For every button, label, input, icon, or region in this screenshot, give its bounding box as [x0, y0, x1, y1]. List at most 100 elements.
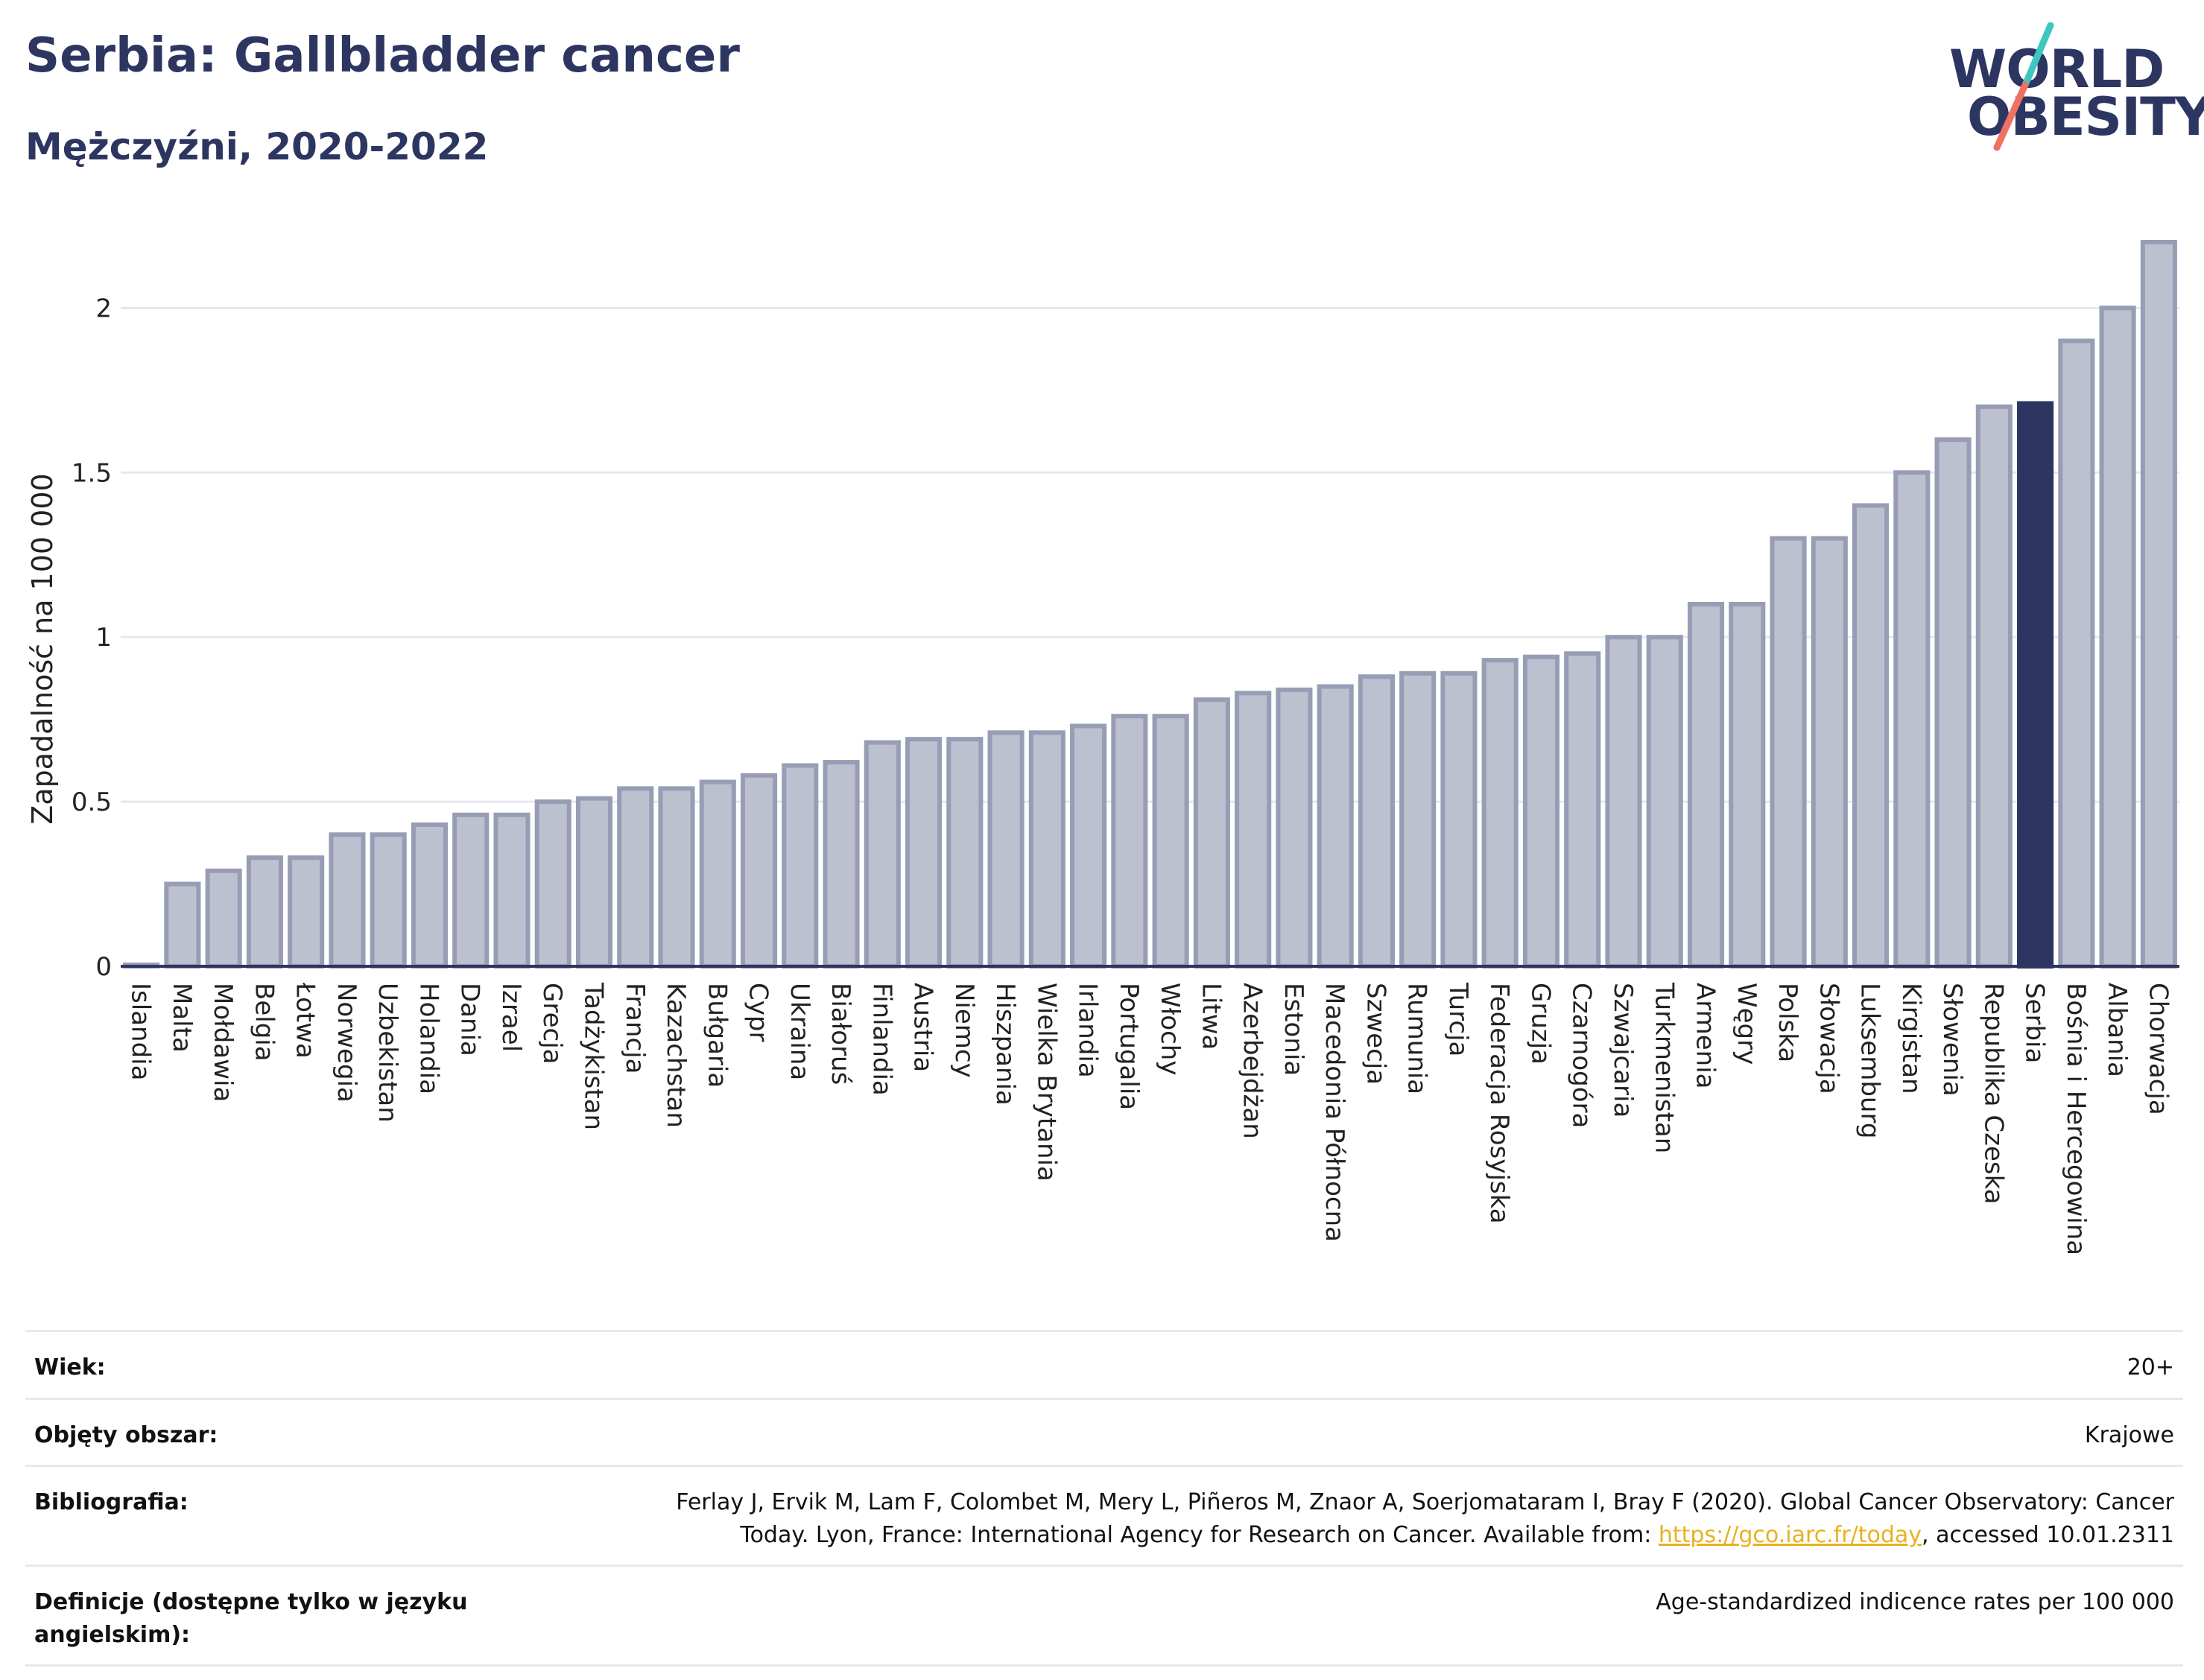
x-tick-label: Azerbejdżan: [1238, 983, 1267, 1139]
chart-subtitle: Mężczyźni, 2020-2022: [25, 125, 489, 168]
x-tick-label: Niemcy: [949, 983, 979, 1078]
x-tick-label: Bośnia i Hercegowina: [2061, 983, 2091, 1255]
definitions-label: Definicje (dostępne tylko w języku angie…: [34, 1589, 468, 1648]
x-tick-label: Gruzja: [1525, 983, 1555, 1065]
bar: [1893, 470, 1931, 969]
bar: [1358, 674, 1395, 969]
x-tick-label: Norwegia: [332, 983, 361, 1103]
bar: [1605, 635, 1642, 969]
bar: [1111, 714, 1148, 969]
bar: [617, 786, 654, 969]
x-tick-label: Luksemburg: [1855, 983, 1885, 1138]
x-tick-label: Albania: [2102, 983, 2132, 1077]
chart-title: Serbia: Gallbladder cancer: [25, 28, 740, 83]
metadata-table: Wiek: 20+ Objęty obszar: Krajowe Bibliog…: [25, 1330, 2183, 1667]
y-tick-label: 1.5: [72, 458, 112, 488]
x-tick-label: Grecja: [537, 983, 567, 1064]
bibliography-line2-post: , accessed 10.01.2311: [1922, 1521, 2174, 1548]
bar: [658, 786, 695, 969]
meta-row-bibliography: Bibliografia: Ferlay J, Ervik M, Lam F, …: [25, 1465, 2183, 1565]
bar: [1276, 687, 1313, 969]
bar: [1193, 697, 1230, 969]
bar: [823, 760, 860, 969]
x-tick-label: Czarnogóra: [1567, 983, 1597, 1128]
age-label: Wiek:: [34, 1354, 106, 1381]
bar: [946, 737, 984, 969]
x-tick-label: Turcja: [1443, 982, 1473, 1056]
bar: [164, 881, 201, 969]
bar: [2058, 338, 2095, 969]
y-tick-label: 2: [95, 294, 112, 323]
x-tick-label: Litwa: [1196, 983, 1226, 1050]
bar: [452, 812, 490, 969]
definitions-value: Age-standardized indicence rates per 100…: [1656, 1589, 2174, 1615]
bar: [534, 799, 571, 969]
x-tick-label: Słowenia: [1937, 983, 1967, 1097]
logo-text-line2: OBESITY: [1967, 86, 2204, 148]
bar: [411, 822, 449, 969]
y-tick-label: 1: [95, 623, 112, 653]
x-tick-label: Serbia: [2020, 983, 2050, 1063]
x-tick-label: Bułgaria: [702, 983, 732, 1088]
bar: [1522, 654, 1560, 969]
x-tick-label: Macedonia Północna: [1320, 983, 1349, 1242]
bar: [1399, 671, 1437, 969]
x-tick-label: Finlandia: [867, 983, 896, 1096]
x-tick-label: Chorwacja: [2143, 983, 2173, 1115]
bar: [699, 779, 736, 969]
bar: [1317, 684, 1354, 969]
x-tick-label: Wielka Brytania: [1031, 983, 1061, 1182]
x-tick-label: Mołdawia: [208, 983, 238, 1102]
bibliography-link[interactable]: https://gco.iarc.fr/today: [1658, 1521, 1922, 1548]
bibliography-value: Ferlay J, Ervik M, Lam F, Colombet M, Me…: [676, 1486, 2174, 1551]
x-tick-label: Turkmenistan: [1649, 982, 1679, 1153]
bar: [329, 832, 366, 969]
bar: [2017, 401, 2054, 969]
bar: [288, 855, 325, 969]
bar: [1440, 671, 1478, 969]
bar: [1770, 536, 1807, 969]
x-tick-label: Austria: [908, 983, 938, 1072]
bar: [905, 737, 943, 969]
bar: [1070, 723, 1107, 969]
bar: [782, 763, 819, 969]
x-tick-label: Belgia: [249, 983, 279, 1062]
bibliography-label: Bibliografia:: [34, 1489, 189, 1515]
age-value: 20+: [2127, 1354, 2174, 1381]
x-tick-label: Łotwa: [291, 982, 320, 1059]
x-tick-label: Węgry: [1732, 983, 1761, 1065]
bar: [1235, 691, 1272, 969]
bar: [987, 730, 1025, 969]
bibliography-line2-pre: Today. Lyon, France: International Agenc…: [740, 1521, 1659, 1548]
x-tick-label: Portugalia: [1114, 983, 1144, 1110]
world-obesity-logo: WORLD OBESITY: [1937, 22, 2204, 156]
bar: [1934, 437, 1972, 969]
bar: [2099, 305, 2136, 969]
bar: [1811, 536, 1848, 969]
bar: [2140, 240, 2177, 969]
bar-chart: 0 0.5 1 1.5 2 Zapadalność na 100 000 Islandia M…: [26, 240, 2179, 1255]
x-tick-label: Cypr: [744, 983, 773, 1042]
x-tick-label: Irlandia: [1073, 983, 1103, 1078]
y-axis-title: Zapadalność na 100 000: [26, 473, 59, 824]
bar: [1852, 503, 1890, 969]
x-tick-label: Armenia: [1691, 983, 1720, 1089]
bar: [1564, 651, 1601, 969]
x-tick-label: Francja: [620, 983, 650, 1074]
x-tick-label: Białoruś: [826, 983, 855, 1085]
bar: [864, 740, 901, 969]
x-tick-label: Estonia: [1279, 983, 1308, 1076]
x-tick-label: Republika Czeska: [1978, 983, 2008, 1205]
meta-row-area: Objęty obszar: Krajowe: [25, 1397, 2183, 1465]
meta-row-definitions: Definicje (dostępne tylko w języku angie…: [25, 1565, 2183, 1664]
area-label: Objęty obszar:: [34, 1421, 218, 1448]
x-tick-label: Malta: [167, 983, 197, 1053]
x-tick-label: Hiszpania: [990, 983, 1020, 1106]
x-tick-label: Dania: [455, 983, 485, 1056]
x-tick-label: Islandia: [126, 983, 156, 1080]
bar: [246, 855, 283, 969]
bibliography-line1: Ferlay J, Ervik M, Lam F, Colombet M, Me…: [676, 1489, 2174, 1515]
x-tick-label: Kazachstan: [661, 983, 691, 1128]
x-tick-label: Tadżykistan: [578, 982, 608, 1130]
logo-text-line1: WORLD: [1949, 39, 2165, 100]
